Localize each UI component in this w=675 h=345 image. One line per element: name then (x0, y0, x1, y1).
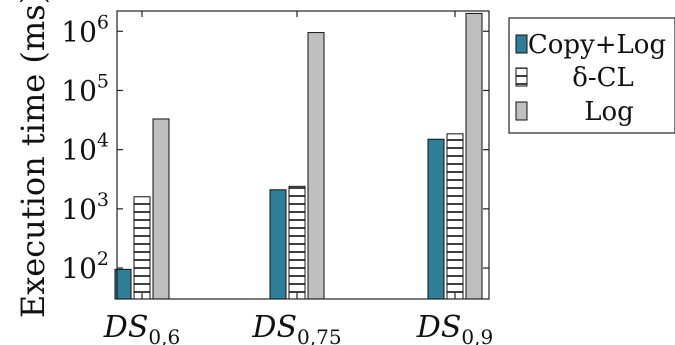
bar-copy-log-0-75 (269, 189, 287, 300)
x-ticks-group: DS0,6 DS0,75 DS0,9 (103, 11, 493, 345)
y-tick-label: 104 (61, 130, 109, 167)
x-tick-label: DS0,75 (251, 310, 341, 345)
legend-label: Log (584, 97, 634, 127)
x-tick-label: DS0,6 (103, 310, 180, 345)
y-axis-label: Execution time (ms) (14, 0, 52, 318)
y-tick-label: 103 (61, 189, 109, 226)
bar-log-0-75 (307, 32, 325, 300)
bars-group (114, 12, 483, 300)
legend-label: δ-CL (572, 63, 634, 93)
bar-log-0-9 (465, 12, 483, 300)
bar--cl-0-6 (133, 196, 151, 300)
bar-copy-log-0-9 (427, 138, 445, 300)
legend-box (508, 17, 675, 134)
legend-swatch (515, 67, 528, 87)
bar--cl-0-75 (288, 185, 306, 300)
legend-swatch (515, 34, 528, 54)
plot-frame (116, 10, 490, 300)
y-tick-label: 105 (61, 70, 109, 107)
x-tick-label: DS0,9 (416, 310, 493, 345)
legend-swatch (515, 101, 528, 121)
bar-log-0-6 (152, 118, 170, 300)
bar--cl-0-9 (446, 133, 464, 300)
y-tick-label: 106 (61, 11, 109, 48)
y-tick-label: 102 (61, 248, 109, 285)
y-ticks-group: 102 103 104 105 106 (61, 11, 489, 285)
legend-label: Copy+Log (528, 30, 666, 60)
